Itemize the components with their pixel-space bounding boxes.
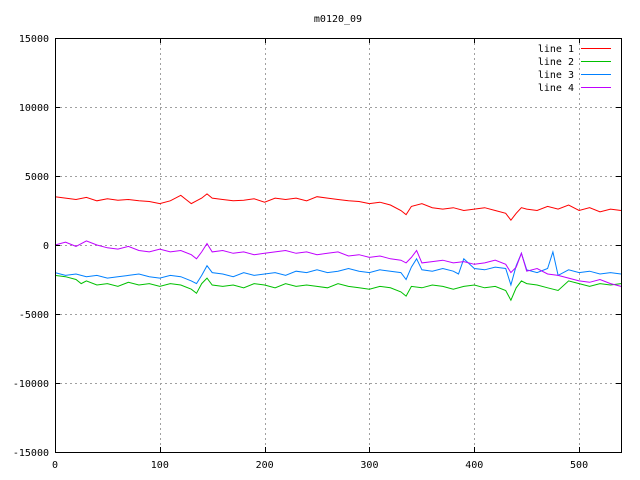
y-tick-label: 5000 <box>25 172 49 183</box>
x-tick-label: 500 <box>570 460 588 471</box>
legend: line 1 line 2 line 3 line 4 <box>538 44 611 94</box>
y-tick-label: 15000 <box>19 34 49 45</box>
legend-label-2: line 2 <box>538 57 574 68</box>
x-tick-label: 100 <box>151 460 169 471</box>
legend-label-4: line 4 <box>538 83 574 94</box>
y-tick-label: -10000 <box>13 379 49 390</box>
tick-labels: 0 100 200 300 400 500 -15000 -10000 -5000 0 5000 10… <box>13 34 588 471</box>
legend-label-1: line 1 <box>538 44 574 55</box>
x-tick-label: 400 <box>465 460 483 471</box>
x-tick-label: 200 <box>256 460 274 471</box>
axis-ticks <box>55 38 621 453</box>
series-line-2 <box>54 274 622 302</box>
series-line-1 <box>54 193 622 222</box>
y-tick-label: 10000 <box>19 103 49 114</box>
chart-title: m0120_09 <box>314 14 362 25</box>
y-tick-label: 0 <box>43 241 49 252</box>
series-lines <box>54 193 622 302</box>
y-tick-label: -15000 <box>13 448 49 459</box>
grid <box>55 38 621 452</box>
x-tick-label: 0 <box>52 460 58 471</box>
series-line-4 <box>54 240 622 287</box>
x-tick-label: 300 <box>360 460 378 471</box>
y-tick-label: -5000 <box>19 310 49 321</box>
legend-label-3: line 3 <box>538 70 574 81</box>
